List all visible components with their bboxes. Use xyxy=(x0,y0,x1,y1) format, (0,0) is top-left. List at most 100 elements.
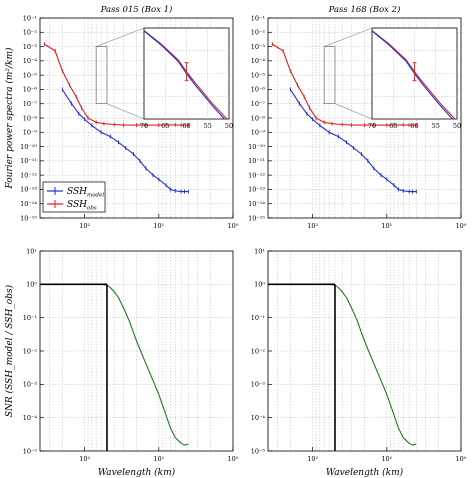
x-tick-label: 10¹ xyxy=(153,455,164,463)
grid xyxy=(39,250,234,452)
zoom-connector xyxy=(106,103,145,120)
y-tick-label: 10⁻⁴ xyxy=(251,57,266,65)
y-axis-label: SNR (SSH_model / SSH_obs) xyxy=(4,284,15,417)
y-tick-label: 10⁻⁹ xyxy=(23,129,38,137)
legend-entry-sub: model xyxy=(87,193,104,199)
inset-x-tick-label: 50 xyxy=(453,122,461,130)
legend-entry-sub: obs xyxy=(87,206,97,212)
chart-panel-spectrum-box2: 10² 10¹ 10⁰ 10⁻¹ 10⁻² 10⁻³ 10⁻⁴ 10⁻⁵ 10⁻⁶ 10⁻⁷ 10⁻… xyxy=(248,4,467,230)
series-line-1 xyxy=(272,43,417,126)
y-tick-label: 10⁻¹⁴ xyxy=(248,200,265,208)
y-tick-label: 10⁻¹² xyxy=(20,171,37,179)
inset-x-tick-label: 65 xyxy=(389,122,397,130)
y-tick-label: 10⁻¹⁵ xyxy=(20,214,37,222)
series-line-1 xyxy=(44,43,189,126)
series-line-0 xyxy=(289,89,417,193)
y-tick-label: 10⁻¹ xyxy=(251,14,266,22)
x-tick-label: 10⁰ xyxy=(228,455,239,463)
zoom-box xyxy=(95,46,108,105)
y-tick-label: 10¹ xyxy=(254,247,265,255)
y-tick-label: 10¹ xyxy=(26,247,37,255)
y-tick-label: 10⁻¹⁰ xyxy=(248,143,265,151)
inset-x-tick-label: 60 xyxy=(182,122,190,130)
legend-entry-0: SSHmodel xyxy=(67,187,104,199)
zoom-connector xyxy=(96,27,145,47)
grid xyxy=(267,250,462,452)
zoom-connector xyxy=(324,27,373,47)
x-tick-label: 10¹ xyxy=(381,455,392,463)
series-line-0 xyxy=(44,283,189,446)
y-tick-label: 10⁻³ xyxy=(23,43,38,51)
legend-entry-1: SSHobs xyxy=(67,200,97,212)
y-tick-label: 10⁻⁷ xyxy=(251,100,266,108)
y-tick-label: 10⁻¹ xyxy=(23,14,38,22)
inset-x-tick-label: 60 xyxy=(410,122,418,130)
y-tick-label: 10⁻¹⁵ xyxy=(248,214,265,222)
legend-entry-main: SSH xyxy=(67,187,87,197)
y-tick-label: 10⁻⁷ xyxy=(23,100,38,108)
y-tick-label: 10⁻¹³ xyxy=(248,186,265,194)
x-tick-label: 10⁰ xyxy=(228,222,239,230)
inset-x-tick-label: 65 xyxy=(161,122,169,130)
x-tick-label: 10⁰ xyxy=(456,222,467,230)
x-tick-label: 10¹ xyxy=(381,222,392,230)
y-tick-label: 10⁻¹ xyxy=(251,314,266,322)
y-tick-label: 10⁻¹ xyxy=(23,314,38,322)
y-tick-label: 10⁻⁸ xyxy=(251,114,266,122)
x-axis-label: Wavelength (km) xyxy=(98,467,176,478)
inset-x-tick-label: 70 xyxy=(368,122,376,130)
legend-entry-main: SSH xyxy=(67,200,87,210)
x-tick-label: 10² xyxy=(307,222,318,230)
zoom-connector xyxy=(334,103,373,120)
inset-spectrum-box1: 70 65 60 55 50 xyxy=(95,27,233,130)
y-tick-label: 10⁻¹¹ xyxy=(20,157,37,165)
y-tick-label: 10⁻⁶ xyxy=(23,86,38,94)
x-tick-label: 10² xyxy=(79,455,90,463)
inset-x-tick-label: 55 xyxy=(432,122,440,130)
chart-title: Pass 168 (Box 2) xyxy=(328,4,401,15)
y-tick-label: 10⁻² xyxy=(23,347,38,355)
y-tick-label: 10⁰ xyxy=(26,281,37,289)
legend-box xyxy=(42,181,106,213)
y-tick-label: 10⁻² xyxy=(23,29,38,37)
y-tick-label: 10⁻⁴ xyxy=(23,57,38,65)
series-line-0 xyxy=(61,89,189,193)
y-axis-label: Fourier power spectra (m²/km) xyxy=(4,47,15,190)
zoom-box xyxy=(323,46,336,105)
x-tick-label: 10¹ xyxy=(153,222,164,230)
x-axis-label: Wavelength (km) xyxy=(326,467,404,478)
x-tick-label: 10² xyxy=(79,222,90,230)
y-tick-label: 10⁻² xyxy=(251,347,266,355)
y-tick-label: 10⁻³ xyxy=(251,381,266,389)
x-tick-label: 10² xyxy=(307,455,318,463)
chart-panel-snr-box1: 10² 10¹ 10⁰ 10¹ 10⁰ 10⁻¹ 10⁻² 10⁻³ 10⁻⁴ 10⁻⁵ Wavel… xyxy=(4,247,239,478)
chart-title: Pass 015 (Box 1) xyxy=(100,4,173,15)
y-tick-label: 10⁻¹¹ xyxy=(248,157,265,165)
y-tick-label: 10⁻⁴ xyxy=(23,414,38,422)
inset-spectrum-box2: 70 65 60 55 50 xyxy=(323,27,461,130)
inset-x-tick-label: 70 xyxy=(140,122,148,130)
chart-panel-snr-box2: 10² 10¹ 10⁰ 10¹ 10⁰ 10⁻¹ 10⁻² 10⁻³ 10⁻⁴ 10⁻⁵ Wavel… xyxy=(251,247,467,478)
y-tick-label: 10⁻⁵ xyxy=(23,71,38,79)
y-tick-label: 10⁻⁵ xyxy=(23,447,38,455)
y-tick-label: 10⁻⁴ xyxy=(251,414,266,422)
inset-x-tick-label: 50 xyxy=(225,122,233,130)
x-tick-label: 10⁰ xyxy=(456,455,467,463)
y-tick-label: 10⁻² xyxy=(251,29,266,37)
y-tick-label: 10⁻⁶ xyxy=(251,86,266,94)
inset-x-tick-label: 55 xyxy=(204,122,212,130)
series-line-0 xyxy=(272,283,417,446)
y-tick-label: 10⁻³ xyxy=(251,43,266,51)
y-tick-label: 10⁻⁹ xyxy=(251,129,266,137)
y-tick-label: 10⁻¹⁴ xyxy=(20,200,37,208)
y-tick-label: 10⁻⁸ xyxy=(23,114,38,122)
y-tick-label: 10⁻³ xyxy=(23,381,38,389)
y-tick-label: 10⁻¹⁰ xyxy=(20,143,37,151)
y-tick-label: 10⁻¹³ xyxy=(20,186,37,194)
y-tick-label: 10⁻¹² xyxy=(248,171,265,179)
chart-panel-spectrum-box1: 10² 10¹ 10⁰ 10⁻¹ 10⁻² 10⁻³ 10⁻⁴ 10⁻⁵ 10⁻⁶ 10⁻⁷ 10⁻… xyxy=(4,4,239,230)
y-tick-label: 10⁻⁵ xyxy=(251,447,266,455)
y-tick-label: 10⁰ xyxy=(254,281,265,289)
